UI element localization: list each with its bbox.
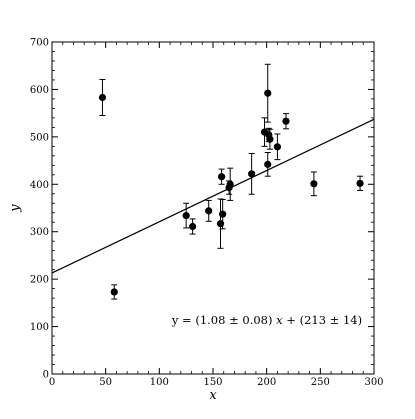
point-marker (248, 170, 256, 178)
data-point (205, 199, 213, 222)
x-tick-label: 150 (203, 377, 222, 388)
point-marker (189, 222, 197, 231)
y-tick-label: 400 (30, 180, 49, 191)
fit-line (51, 118, 375, 274)
data-points (98, 63, 364, 300)
point-marker (260, 128, 269, 136)
axis-ticks: 0 50 100 150 200 250 300 0 100 200 300 400 500 600 700 (30, 38, 384, 389)
data-point (260, 117, 269, 147)
fit-equation: y = (1.08 ± 0.08) x + (213 ± 14) (171, 313, 362, 327)
x-tick-label: 100 (150, 377, 169, 388)
point-marker (273, 143, 281, 151)
x-tick-label: 200 (257, 377, 276, 388)
data-point (182, 202, 190, 229)
x-tick-label: 50 (99, 377, 112, 388)
data-point (219, 198, 227, 230)
plot-frame (51, 41, 375, 375)
data-point (310, 171, 318, 197)
point-marker (264, 89, 272, 97)
data-point (189, 218, 197, 235)
data-point (98, 78, 107, 117)
point-marker (356, 179, 364, 187)
x-tick-label: 0 (49, 377, 55, 388)
data-point (248, 152, 256, 195)
y-tick-label: 500 (30, 132, 49, 143)
fit-equation-variable: x (276, 313, 283, 327)
fit-equation-suffix: + (213 ± 14) (283, 313, 362, 327)
y-tick-label: 0 (43, 370, 49, 381)
x-tick-label: 250 (311, 377, 330, 388)
data-point (356, 175, 364, 191)
y-tick-label: 200 (30, 275, 49, 286)
data-point (264, 152, 272, 177)
data-point (273, 133, 281, 161)
fit-equation-prefix: y = (1.08 ± 0.08) (171, 313, 276, 327)
point-marker (182, 211, 190, 220)
point-marker (282, 117, 290, 125)
point-marker (226, 180, 234, 188)
data-point (110, 284, 118, 300)
data-point (264, 63, 272, 123)
data-point (226, 167, 234, 201)
y-tick-label: 600 (30, 85, 49, 96)
point-marker (205, 207, 213, 215)
data-point (282, 113, 290, 130)
point-marker (110, 288, 118, 296)
x-axis-label: x (209, 388, 217, 403)
y-tick-label: 700 (30, 38, 49, 49)
point-marker (310, 180, 318, 188)
data-point (217, 168, 226, 185)
point-marker (217, 173, 226, 181)
x-tick-label: 300 (364, 377, 383, 388)
point-marker (219, 210, 227, 218)
point-marker (264, 160, 272, 168)
y-tick-label: 300 (30, 227, 49, 238)
y-tick-label: 100 (30, 322, 49, 333)
y-axis-label: y (8, 204, 23, 213)
point-marker (98, 93, 107, 102)
